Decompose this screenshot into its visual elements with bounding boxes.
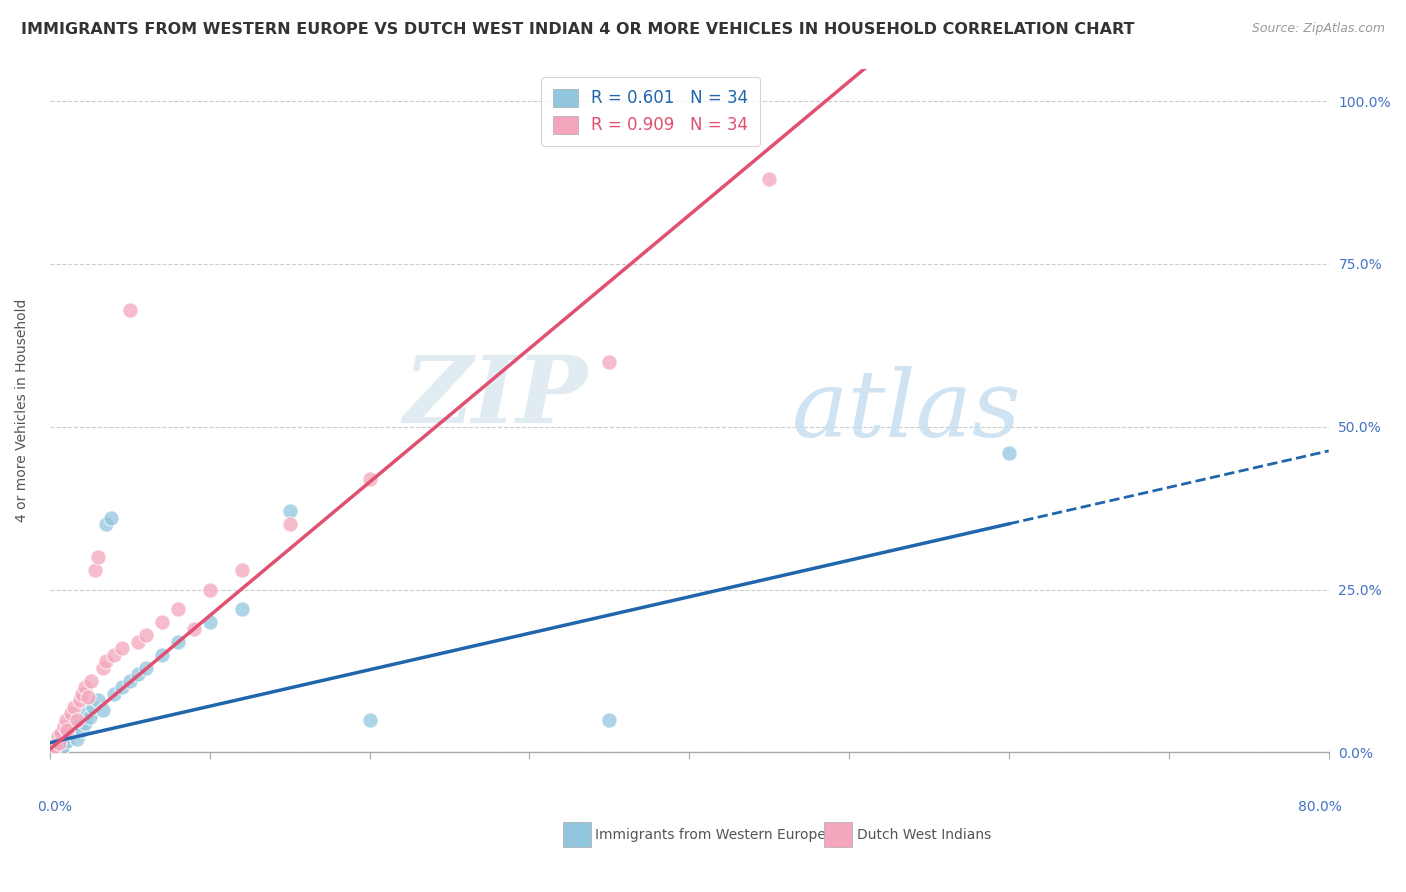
Point — [91, 661, 114, 675]
Text: Immigrants from Western Europe: Immigrants from Western Europe — [595, 828, 827, 842]
Point — [278, 517, 301, 532]
Point — [111, 681, 134, 695]
Point — [42, 742, 65, 756]
Point — [66, 713, 89, 727]
Point — [79, 709, 101, 723]
Point — [231, 563, 253, 577]
Text: ZIP: ZIP — [402, 351, 586, 442]
Point — [127, 667, 149, 681]
Point — [166, 634, 188, 648]
Point — [48, 736, 70, 750]
Point — [70, 687, 93, 701]
Point — [77, 690, 100, 705]
Text: Source: ZipAtlas.com: Source: ZipAtlas.com — [1251, 22, 1385, 36]
Text: 0.0%: 0.0% — [37, 800, 72, 814]
Point — [59, 726, 82, 740]
Point — [94, 517, 117, 532]
Point — [49, 742, 72, 756]
Point — [66, 732, 89, 747]
Text: atlas: atlas — [792, 366, 1021, 456]
Point — [73, 681, 96, 695]
Point — [83, 563, 105, 577]
Point — [359, 713, 381, 727]
Point — [70, 723, 93, 737]
Text: IMMIGRANTS FROM WESTERN EUROPE VS DUTCH WEST INDIAN 4 OR MORE VEHICLES IN HOUSEH: IMMIGRANTS FROM WESTERN EUROPE VS DUTCH … — [21, 22, 1135, 37]
Point — [198, 615, 221, 630]
Point — [53, 719, 76, 733]
Point — [100, 511, 122, 525]
Point — [80, 673, 103, 688]
Point — [87, 550, 110, 565]
Point — [598, 713, 620, 727]
Point — [62, 699, 84, 714]
Point — [135, 661, 157, 675]
Point — [127, 634, 149, 648]
Point — [76, 706, 98, 721]
Point — [62, 719, 84, 733]
Point — [69, 693, 91, 707]
Point — [359, 472, 381, 486]
Point — [278, 504, 301, 518]
Point — [150, 648, 173, 662]
Point — [118, 302, 141, 317]
Point — [231, 602, 253, 616]
Point — [111, 641, 134, 656]
Point — [94, 654, 117, 668]
Point — [46, 729, 69, 743]
Point — [998, 446, 1021, 460]
Point — [59, 706, 82, 721]
Point — [46, 736, 69, 750]
Point — [758, 172, 780, 186]
Point — [87, 693, 110, 707]
Text: Dutch West Indians: Dutch West Indians — [856, 828, 991, 842]
Point — [183, 622, 205, 636]
Point — [103, 648, 125, 662]
Point — [48, 732, 70, 747]
Point — [55, 713, 77, 727]
Point — [118, 673, 141, 688]
Point — [91, 703, 114, 717]
Legend: R = 0.601   N = 34, R = 0.909   N = 34: R = 0.601 N = 34, R = 0.909 N = 34 — [541, 77, 761, 146]
Point — [82, 699, 104, 714]
Point — [166, 602, 188, 616]
Point — [55, 729, 77, 743]
Point — [52, 739, 75, 753]
Point — [598, 354, 620, 368]
Point — [56, 723, 79, 737]
Point — [150, 615, 173, 630]
Point — [44, 739, 66, 753]
Point — [49, 726, 72, 740]
Point — [56, 733, 79, 747]
Point — [44, 740, 66, 755]
Point — [42, 743, 65, 757]
Point — [198, 582, 221, 597]
Point — [135, 628, 157, 642]
Y-axis label: 4 or more Vehicles in Household: 4 or more Vehicles in Household — [15, 299, 30, 522]
Text: 80.0%: 80.0% — [1298, 800, 1341, 814]
Point — [69, 713, 91, 727]
Point — [73, 716, 96, 731]
Point — [103, 687, 125, 701]
